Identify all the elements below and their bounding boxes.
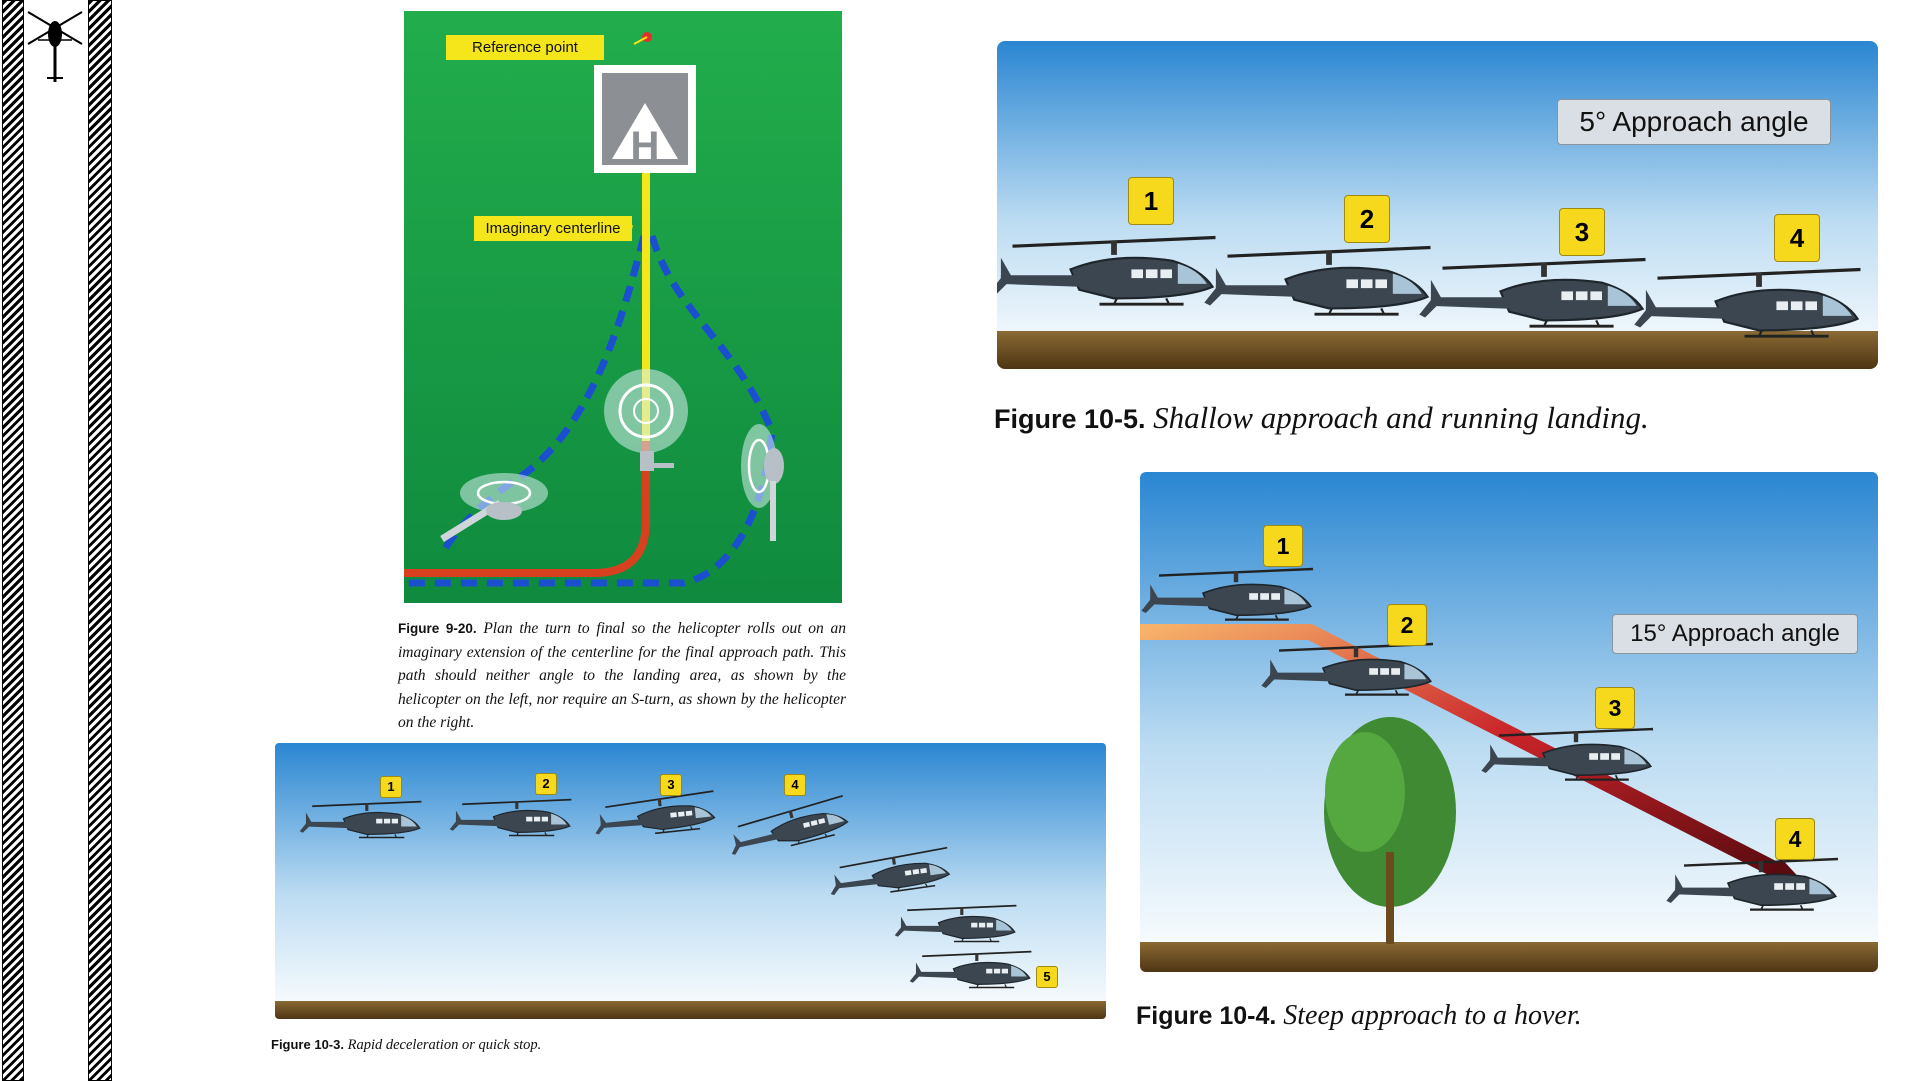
figure-10-5-caption: Figure 10-5. Shallow approach and runnin… <box>994 400 1874 436</box>
imaginary-centerline-label: Imaginary centerline <box>474 216 632 241</box>
fig10-4-marker-2: 2 <box>1387 604 1427 646</box>
figure-9-20-number: Figure 9-20. <box>398 621 477 636</box>
figure-9-20-image: Reference point Imaginary centerline H <box>404 11 842 603</box>
figure-10-4-image: 15° Approach angle <box>1140 472 1878 972</box>
steep-angle-label: 15° Approach angle <box>1612 614 1858 654</box>
figure-9-20-text: Plan the turn to final so the helicopter… <box>398 620 846 731</box>
figure-10-4-text: Steep approach to a hover. <box>1283 1000 1582 1031</box>
sidebar-right-rail <box>88 0 112 1081</box>
figure-10-3-image <box>275 743 1106 1019</box>
figure-10-4-number: Figure 10-4. <box>1136 1002 1277 1030</box>
shallow-angle-label: 5° Approach angle <box>1557 99 1831 145</box>
figure-10-4-caption: Figure 10-4. Steep approach to a hover. <box>1136 1000 1876 1032</box>
reference-point-label: Reference point <box>446 35 604 60</box>
figure-9-20-caption: Figure 9-20. Plan the turn to final so t… <box>398 617 846 735</box>
fig10-3-marker-2: 2 <box>535 773 557 795</box>
fig10-5-marker-3: 3 <box>1559 208 1605 256</box>
fig10-3-marker-1: 1 <box>380 776 402 798</box>
helicopter-icon <box>24 4 88 90</box>
fig10-4-marker-1: 1 <box>1263 525 1303 567</box>
figure-10-3-number: Figure 10-3. <box>271 1037 344 1052</box>
fig10-5-marker-2: 2 <box>1344 195 1390 243</box>
helipad-letter: H <box>630 124 660 168</box>
figure-10-5-text: Shallow approach and running landing. <box>1153 400 1649 435</box>
fig10-3-marker-4: 4 <box>784 774 806 796</box>
fig10-3-marker-5: 5 <box>1036 966 1058 988</box>
sidebar-left-rail <box>2 0 24 1081</box>
figure-10-3-caption: Figure 10-3. Rapid deceleration or quick… <box>271 1033 971 1058</box>
left-sidebar <box>0 0 112 1081</box>
figure-10-3-text: Rapid deceleration or quick stop. <box>347 1037 542 1053</box>
fig10-4-marker-3: 3 <box>1595 687 1635 729</box>
fig10-4-marker-4: 4 <box>1775 818 1815 860</box>
figure-10-5-number: Figure 10-5. <box>994 404 1146 434</box>
fig10-5-marker-4: 4 <box>1774 214 1820 262</box>
fig10-5-marker-1: 1 <box>1128 177 1174 225</box>
fig10-3-marker-3: 3 <box>660 774 682 796</box>
